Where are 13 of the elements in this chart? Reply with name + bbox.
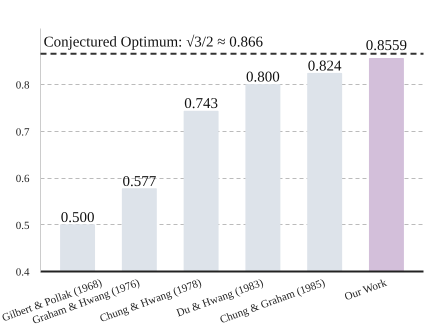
y-tick-label: 0.7 <box>16 126 30 138</box>
data-label: 0.800 <box>246 70 280 86</box>
y-tick-label: 0.8 <box>16 80 30 92</box>
data-label: 0.577 <box>122 174 157 190</box>
data-label: 0.8559 <box>366 38 408 54</box>
y-tick-label: 0.4 <box>16 266 30 278</box>
ref-line-label: Conjectured Optimum: √3/2 ≈ 0.866 <box>44 34 264 51</box>
data-label: 0.824 <box>308 58 342 74</box>
x-tick-label: Our Work <box>343 276 389 304</box>
y-tick-label: 0.6 <box>16 173 30 186</box>
y-tick-label: 0.5 <box>16 220 30 232</box>
data-label: 0.500 <box>60 210 94 226</box>
data-label: 0.743 <box>184 96 218 112</box>
